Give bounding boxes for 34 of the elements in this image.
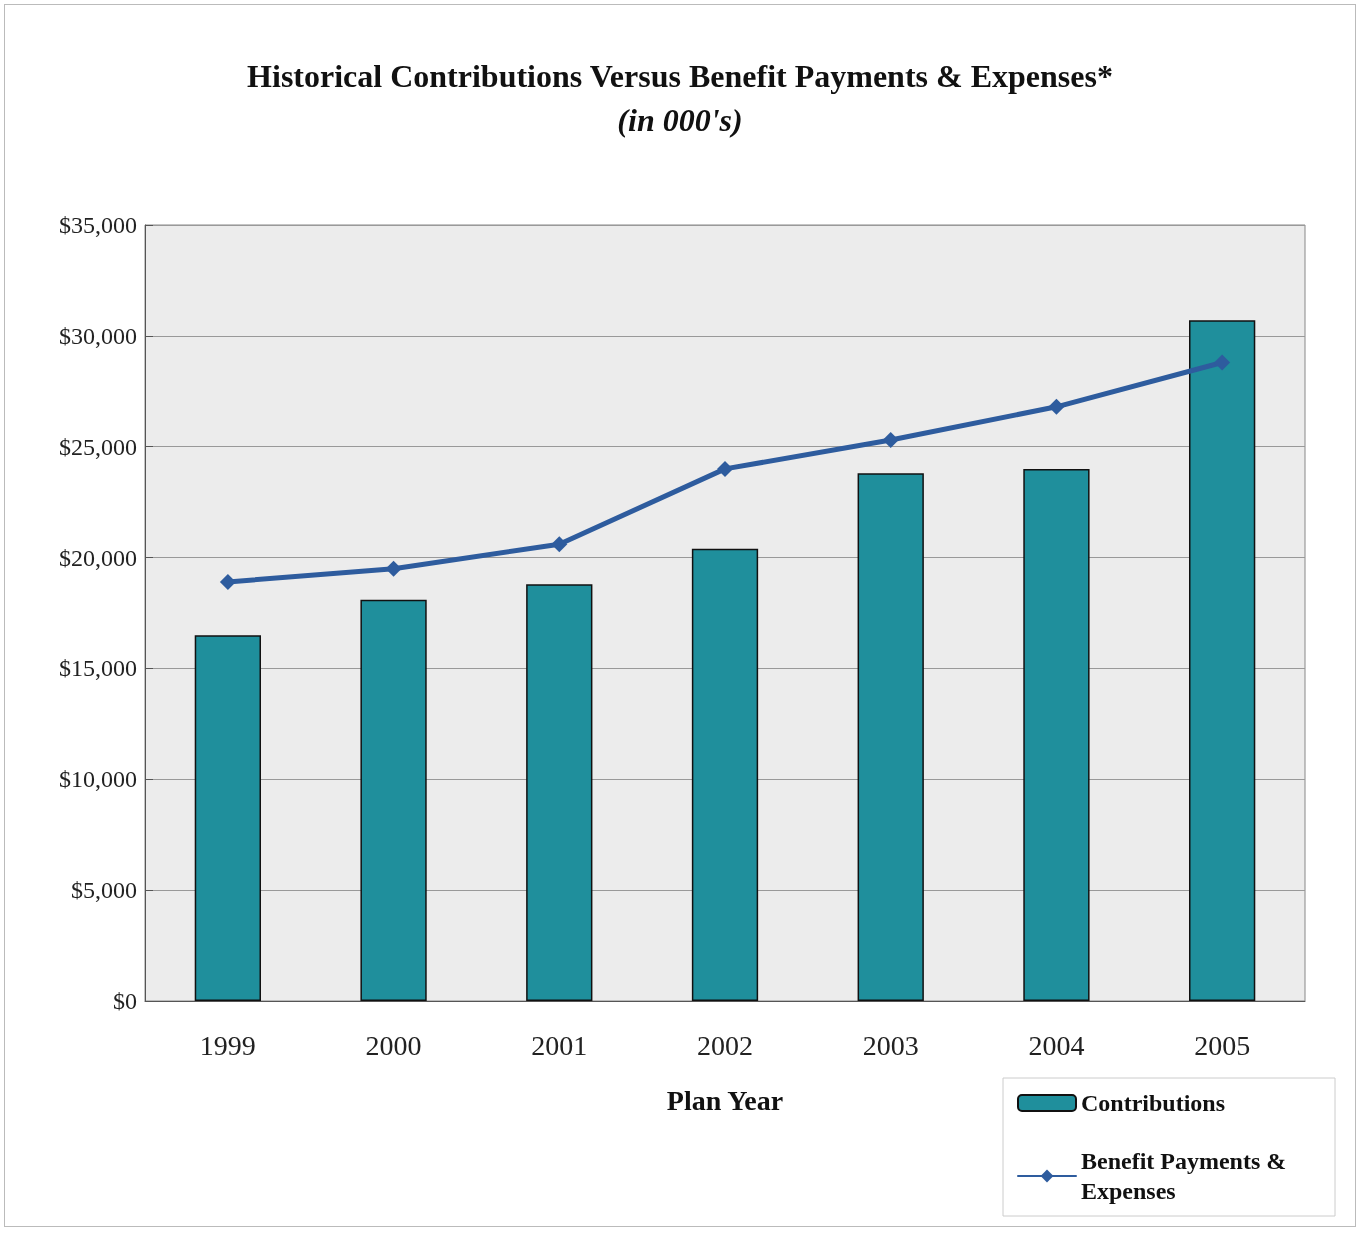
x-tick-label: 2003 — [862, 1029, 919, 1061]
legend-label: Contributions — [1081, 1090, 1226, 1116]
point — [1214, 354, 1231, 371]
y-tick-label: $15,000 — [59, 655, 137, 682]
point — [1048, 398, 1065, 415]
point — [551, 536, 568, 553]
y-tick-label: $10,000 — [59, 766, 137, 793]
x-tick-label: 2005 — [1194, 1029, 1251, 1061]
x-tick-label: 2002 — [697, 1029, 753, 1061]
y-tick-label: $5,000 — [71, 877, 137, 904]
bar — [194, 635, 261, 1001]
point — [385, 560, 402, 577]
bar — [360, 599, 427, 1001]
point — [219, 573, 236, 590]
bar — [857, 473, 924, 1001]
x-tick-label: 1999 — [199, 1029, 256, 1061]
bar — [1023, 468, 1090, 1001]
y-tick-label: $20,000 — [59, 544, 137, 571]
y-tick-label: $30,000 — [59, 322, 137, 349]
x-tick-label: 2000 — [365, 1029, 422, 1061]
point — [717, 460, 733, 477]
chart-subtitle: (in 000's) — [617, 102, 743, 138]
bar — [526, 584, 593, 1001]
y-tick-label: $35,000 — [59, 212, 137, 238]
bar — [1189, 320, 1256, 1001]
x-axis-title: Plan Year — [666, 1084, 784, 1116]
x-tick-label: 2001 — [531, 1029, 588, 1061]
x-tick-label: 2004 — [1028, 1029, 1085, 1061]
y-tick-label: $25,000 — [59, 433, 137, 460]
legend-label: Benefit Payments & Expenses — [1081, 1148, 1293, 1204]
bar — [691, 548, 759, 1001]
point — [882, 432, 899, 449]
chart-title: Historical Contributions Versus Benefit Payments & Expenses* — [247, 58, 1113, 94]
y-tick-label: $0 — [113, 988, 137, 1014]
